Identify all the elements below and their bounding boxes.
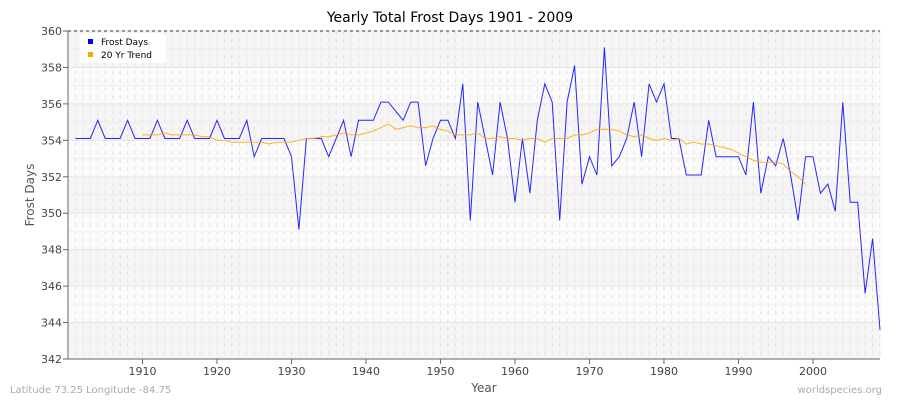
y-tick-label: 360 [41,25,62,38]
chart-title: Yearly Total Frost Days 1901 - 2009 [326,10,573,26]
legend: Frost Days 20 Yr Trend [80,33,166,63]
x-tick-label: 1910 [128,365,156,378]
legend-box [80,33,166,63]
y-tick-label: 348 [41,244,62,257]
legend-swatch-frost-days [88,39,93,44]
y-tick-label: 352 [41,171,62,184]
legend-label-frost-days: Frost Days [101,38,148,48]
y-tick-label: 350 [41,207,62,220]
x-tick-label: 1960 [501,365,529,378]
x-tick-label: 1930 [277,365,305,378]
x-tick-label: 1980 [650,365,678,378]
legend-label-trend: 20 Yr Trend [101,51,152,61]
x-tick-label: 1950 [426,365,454,378]
x-tick-label: 1970 [575,365,603,378]
y-tick-label: 342 [41,353,62,366]
x-tick-label: 1990 [724,365,752,378]
y-tick-label: 356 [41,98,62,111]
y-tick-label: 358 [41,61,62,74]
x-tick-label: 1920 [203,365,231,378]
frost-days-line [75,47,881,330]
y-tick-label: 346 [41,280,62,293]
x-tick-label: 2000 [799,365,827,378]
trend-line [142,123,806,185]
footer-coordinates: Latitude 73.25 Longitude -84.75 [10,385,171,396]
y-axis-label: Frost Days [23,164,37,227]
x-axis-label: Year [470,381,496,395]
x-tick-label: 1940 [352,365,380,378]
y-tick-label: 344 [41,317,62,330]
footer-source: worldspecies.org [798,385,882,396]
legend-swatch-trend [88,52,93,57]
y-tick-label: 354 [41,134,62,147]
